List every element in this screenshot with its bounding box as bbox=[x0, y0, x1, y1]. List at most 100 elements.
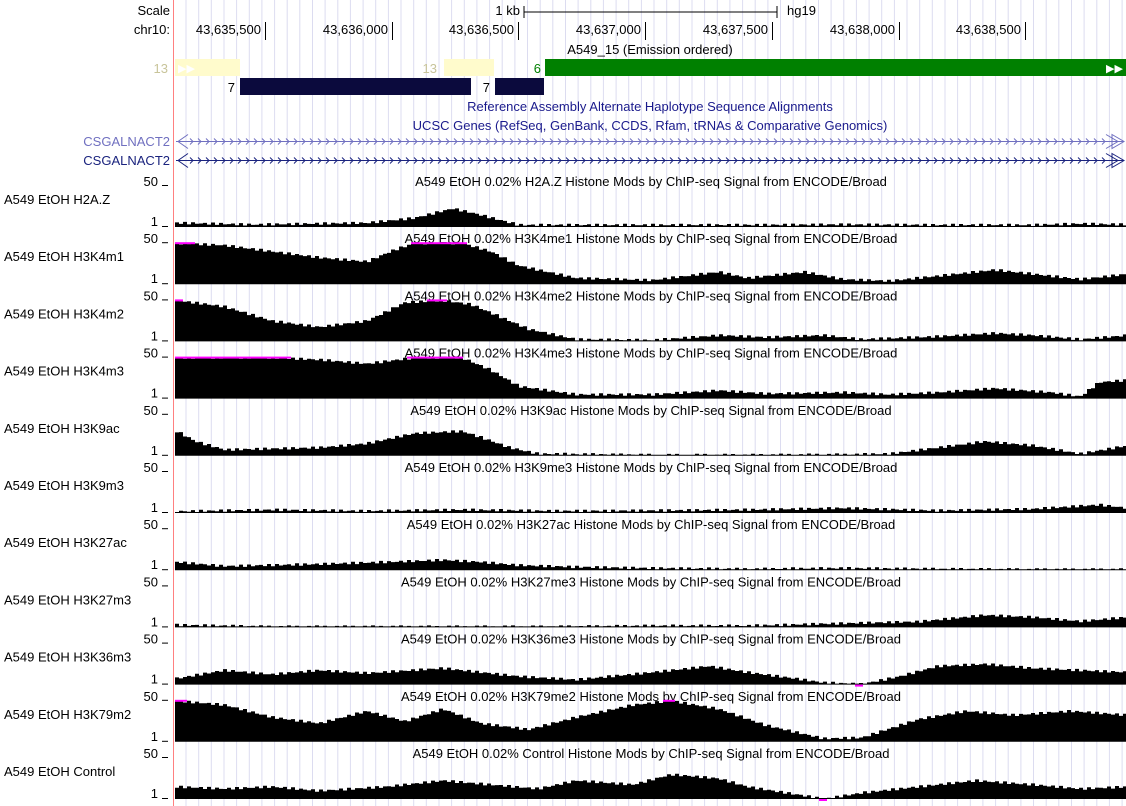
signal-track[interactable]: A549 EtOH 0.02% H2A.Z Histone Mods by Ch… bbox=[4, 174, 1126, 229]
signal-track-label[interactable]: A549 EtOH H3K4m2 bbox=[4, 306, 124, 321]
ruler-tick-label: 43,637,000 bbox=[576, 22, 641, 37]
gene-label[interactable]: CSGALNACT2 bbox=[83, 134, 170, 149]
axis-max-label: 50 bbox=[144, 574, 158, 589]
segment-6[interactable] bbox=[545, 59, 1126, 76]
clip-mark bbox=[443, 356, 447, 359]
clip-mark bbox=[179, 242, 183, 245]
signal-track[interactable]: A549 EtOH 0.02% H3K27me3 Histone Mods by… bbox=[4, 574, 1126, 629]
signal-track-label[interactable]: A549 EtOH H3K79m2 bbox=[4, 707, 131, 722]
chromhmm-track[interactable]: A549_15 (Emission ordered) 13 ▶▶ 7 13 7 … bbox=[154, 42, 1126, 95]
signal-track-label[interactable]: A549 EtOH H3K36m3 bbox=[4, 650, 131, 665]
clip-mark bbox=[463, 242, 467, 245]
clip-mark bbox=[223, 356, 227, 359]
gene-csgalnact2[interactable]: CSGALNACT2 bbox=[83, 152, 1125, 169]
clip-mark bbox=[423, 242, 427, 245]
axis-max-label: 50 bbox=[144, 403, 158, 418]
signal-track-title: A549 EtOH 0.02% H3K4me2 Histone Mods by … bbox=[405, 288, 898, 303]
signal-track-label[interactable]: A549 EtOH H3K9m3 bbox=[4, 478, 124, 493]
signal-track[interactable]: A549 EtOH 0.02% H3K9me3 Histone Mods by … bbox=[4, 460, 1126, 515]
clip-mark bbox=[427, 356, 431, 359]
signal-track[interactable]: A549 EtOH 0.02% Control Histone Mods by … bbox=[4, 746, 1126, 801]
signal-track-label[interactable]: A549 EtOH H3K27ac bbox=[4, 535, 127, 550]
segment-7[interactable] bbox=[495, 78, 544, 95]
signal-track[interactable]: A549 EtOH 0.02% H3K36me3 Histone Mods by… bbox=[4, 632, 1126, 687]
signal-area bbox=[175, 700, 1126, 742]
signal-area bbox=[175, 430, 1126, 456]
clip-mark bbox=[175, 699, 179, 702]
clip-mark bbox=[235, 356, 239, 359]
signal-track-title: A549 EtOH 0.02% H3K27ac Histone Mods by … bbox=[407, 517, 895, 532]
signal-area bbox=[175, 243, 1126, 285]
haplotype-track-title[interactable]: Reference Assembly Alternate Haplotype S… bbox=[467, 99, 833, 114]
segment-7[interactable] bbox=[240, 78, 471, 95]
scale-label: Scale bbox=[137, 3, 170, 18]
signal-area bbox=[175, 300, 1126, 342]
clip-mark bbox=[663, 699, 667, 702]
signal-track-title: A549 EtOH 0.02% H3K36me3 Histone Mods by… bbox=[401, 632, 901, 647]
axis-min-label: 1 bbox=[151, 443, 158, 458]
clip-mark bbox=[183, 356, 187, 359]
signal-track-label[interactable]: A549 EtOH H3K4m3 bbox=[4, 364, 124, 379]
clip-mark bbox=[455, 356, 459, 359]
clip-mark bbox=[179, 299, 183, 302]
clip-mark bbox=[199, 356, 203, 359]
segment-13[interactable] bbox=[444, 59, 494, 76]
clip-mark bbox=[219, 356, 223, 359]
clip-mark bbox=[203, 356, 207, 359]
clip-mark bbox=[179, 356, 183, 359]
gene-label[interactable]: CSGALNACT2 bbox=[83, 153, 170, 168]
clip-mark bbox=[267, 356, 271, 359]
segment-label: 7 bbox=[228, 80, 235, 95]
ruler-tick-label: 43,638,000 bbox=[830, 22, 895, 37]
clip-mark bbox=[227, 356, 231, 359]
axis-min-label: 1 bbox=[151, 672, 158, 687]
clip-mark bbox=[259, 356, 263, 359]
axis-max-label: 50 bbox=[144, 689, 158, 704]
clip-mark bbox=[431, 356, 435, 359]
signal-track[interactable]: A549 EtOH 0.02% H3K4me1 Histone Mods by … bbox=[4, 231, 1126, 286]
clip-mark bbox=[191, 356, 195, 359]
gene-csgalnact2[interactable]: CSGALNACT2 bbox=[83, 133, 1125, 150]
clip-mark bbox=[859, 684, 863, 687]
axis-min-label: 1 bbox=[151, 328, 158, 343]
clip-mark bbox=[819, 799, 823, 801]
ruler[interactable]: Scale 1 kb hg19 chr10: 43,635,500 43,636,… bbox=[134, 3, 1026, 40]
axis-max-label: 50 bbox=[144, 746, 158, 761]
ruler-tick-label: 43,637,500 bbox=[703, 22, 768, 37]
clip-mark bbox=[243, 356, 247, 359]
signal-track[interactable]: A549 EtOH 0.02% H3K27ac Histone Mods by … bbox=[4, 517, 1126, 572]
clip-mark bbox=[255, 356, 259, 359]
signal-track-label[interactable]: A549 EtOH H2A.Z bbox=[4, 192, 110, 207]
signal-track-label[interactable]: A549 EtOH H3K9ac bbox=[4, 421, 120, 436]
signal-track-label[interactable]: A549 EtOH Control bbox=[4, 764, 115, 779]
clip-mark bbox=[183, 699, 187, 702]
axis-min-label: 1 bbox=[151, 729, 158, 744]
clip-mark bbox=[415, 356, 419, 359]
clip-mark bbox=[411, 242, 415, 245]
segment-13[interactable] bbox=[175, 59, 240, 76]
axis-min-label: 1 bbox=[151, 786, 158, 801]
axis-min-label: 1 bbox=[151, 500, 158, 515]
clip-mark bbox=[231, 356, 235, 359]
clip-mark bbox=[419, 242, 423, 245]
axis-min-label: 1 bbox=[151, 386, 158, 401]
signal-track-label[interactable]: A549 EtOH H3K4m1 bbox=[4, 249, 124, 264]
genes-track-title[interactable]: UCSC Genes (RefSeq, GenBank, CCDS, Rfam,… bbox=[413, 118, 888, 133]
clip-mark bbox=[459, 356, 463, 359]
clip-mark bbox=[435, 356, 439, 359]
clip-mark bbox=[179, 699, 183, 702]
strand-arrows-icon: ▶▶ bbox=[178, 63, 195, 75]
signal-area bbox=[175, 773, 1126, 799]
clip-mark bbox=[283, 356, 287, 359]
signal-track[interactable]: A549 EtOH 0.02% H3K9ac Histone Mods by C… bbox=[4, 403, 1126, 458]
clip-mark bbox=[855, 684, 859, 687]
signal-track[interactable]: A549 EtOH 0.02% H3K4me2 Histone Mods by … bbox=[4, 288, 1126, 343]
strand-arrows-icon bbox=[177, 133, 1125, 150]
chromhmm-title: A549_15 (Emission ordered) bbox=[567, 42, 732, 57]
signal-track[interactable]: A549 EtOH 0.02% H3K79me2 Histone Mods by… bbox=[4, 689, 1126, 744]
clip-mark bbox=[823, 799, 827, 801]
signal-track-label[interactable]: A549 EtOH H3K27m3 bbox=[4, 592, 131, 607]
clip-mark bbox=[175, 356, 179, 359]
signal-track[interactable]: A549 EtOH 0.02% H3K4me3 Histone Mods by … bbox=[4, 346, 1126, 401]
